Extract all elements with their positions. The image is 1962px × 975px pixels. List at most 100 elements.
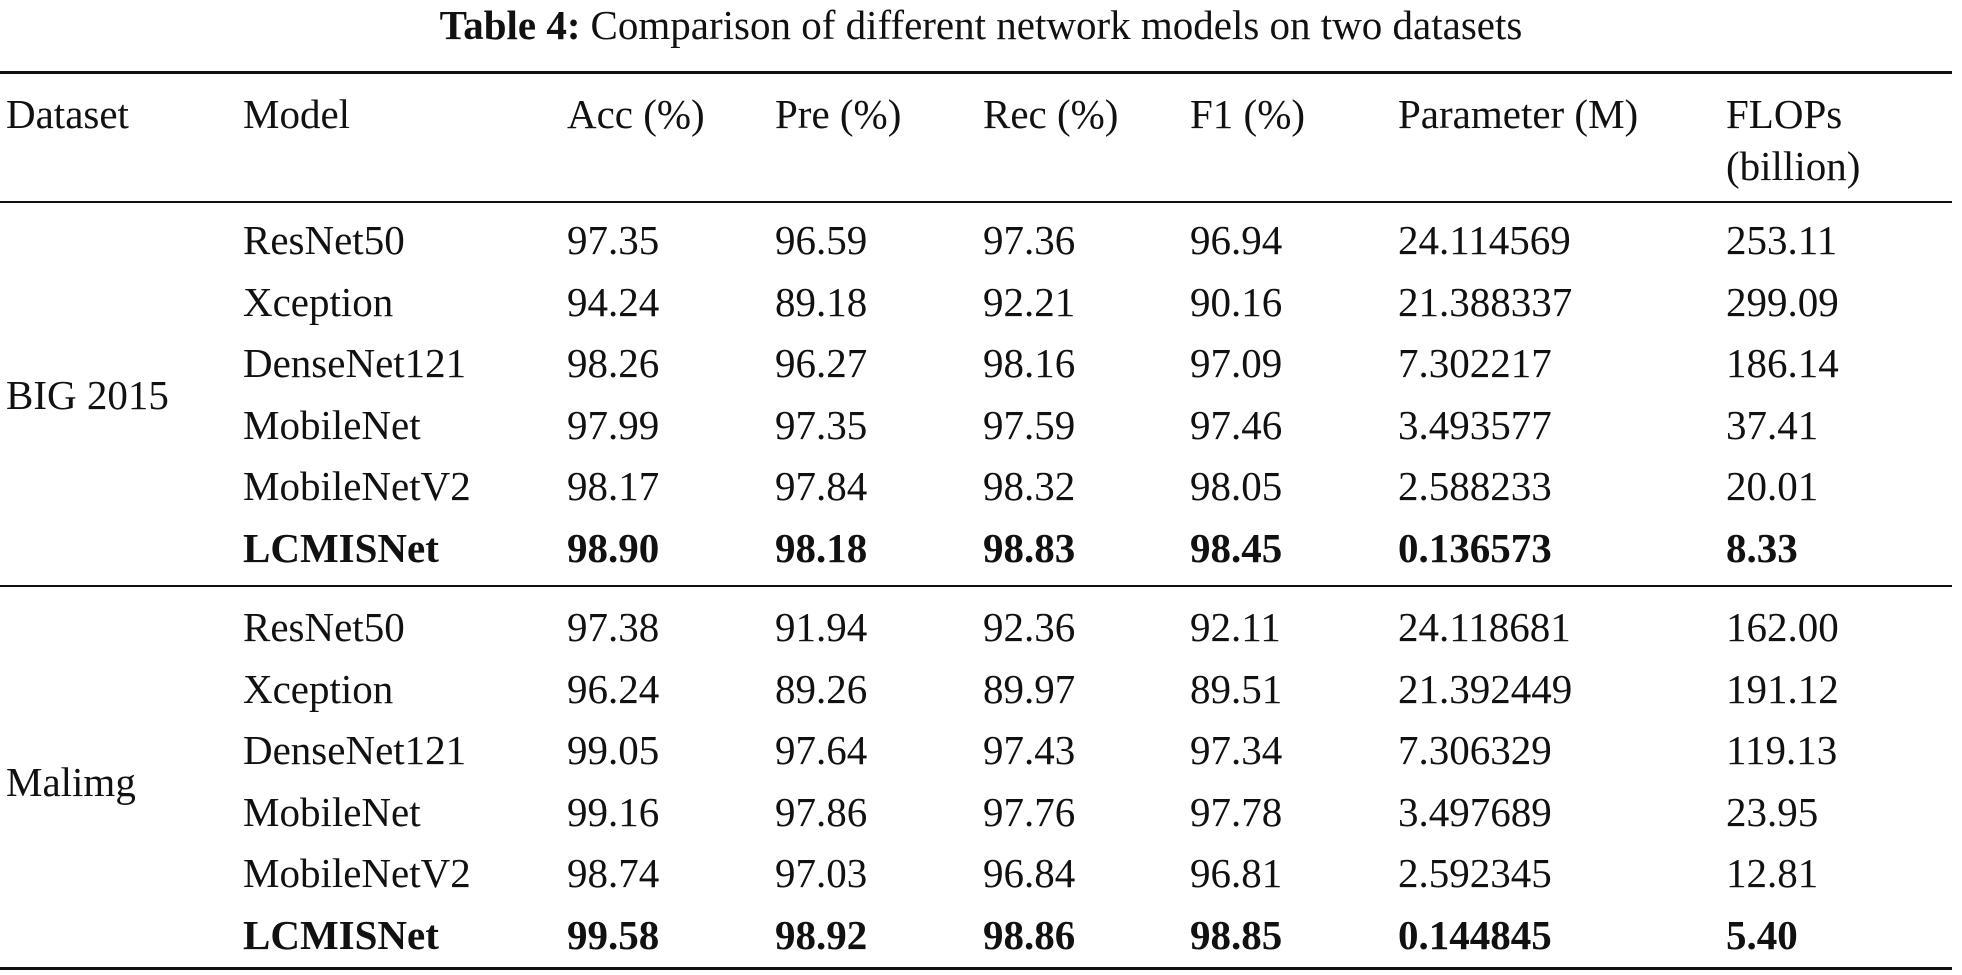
col-header-parameter: Parameter (M)	[1398, 91, 1639, 137]
col-header-model: Model	[243, 91, 351, 137]
cell-param: 2.592345	[1398, 850, 1552, 896]
table-row: MobileNetV2 98.17 97.84 98.32 98.05 2.588233 2…	[0, 456, 1962, 517]
cell-acc: 97.99	[567, 401, 660, 448]
cell-rec: 98.83	[983, 524, 1076, 571]
col-header-flops-unit: (billion)	[1726, 143, 1861, 189]
cell-flops: 37.41	[1726, 401, 1819, 448]
cell-pre: 96.59	[775, 217, 868, 263]
table-row: MobileNetV2 98.74 97.03 96.84 96.81 2.592345 1…	[0, 843, 1962, 904]
cell-acc: 98.74	[567, 850, 660, 896]
top-rule	[0, 71, 1952, 74]
cell-model: MobileNetV2	[243, 850, 471, 896]
cell-rec: 96.84	[983, 850, 1076, 896]
cell-model: MobileNet	[243, 401, 421, 448]
table-row: LCMISNet 98.90 98.18 98.83 98.45 0.136573 8.33	[0, 518, 1962, 579]
cell-acc: 97.35	[567, 217, 660, 263]
cell-model: LCMISNet	[243, 911, 439, 958]
cell-acc: 96.24	[567, 665, 660, 712]
table-row: DenseNet121 98.26 96.27 98.16 97.09 7.302217 1…	[0, 333, 1962, 394]
col-header-rec: Rec (%)	[983, 91, 1119, 137]
cell-rec: 97.76	[983, 788, 1076, 835]
cell-acc: 98.90	[567, 524, 660, 571]
cell-param: 24.118681	[1398, 604, 1571, 650]
cell-flops: 12.81	[1726, 850, 1819, 896]
cell-acc: 99.16	[567, 788, 660, 835]
cell-f1: 98.85	[1190, 911, 1283, 958]
col-header-acc: Acc (%)	[567, 91, 705, 137]
table-caption: Table 4: Comparison of different network …	[0, 2, 1962, 48]
cell-model: ResNet50	[243, 217, 405, 263]
cell-pre: 97.86	[775, 788, 868, 835]
cell-model: DenseNet121	[243, 727, 467, 773]
cell-pre: 98.92	[775, 911, 868, 958]
cell-acc: 98.17	[567, 463, 660, 509]
table-row: ResNet50 97.35 96.59 97.36 96.94 24.114569 253…	[0, 210, 1962, 271]
table-caption-text: Comparison of different network models o…	[590, 2, 1523, 48]
cell-param: 3.497689	[1398, 788, 1552, 835]
cell-flops: 5.40	[1726, 911, 1798, 958]
col-header-dataset: Dataset	[6, 91, 129, 137]
cell-rec: 98.86	[983, 911, 1076, 958]
cell-f1: 97.34	[1190, 727, 1283, 773]
cell-flops: 253.11	[1726, 217, 1838, 263]
cell-acc: 99.58	[567, 911, 660, 958]
table-caption-label: Table 4:	[439, 2, 581, 48]
cell-param: 2.588233	[1398, 463, 1552, 509]
cell-f1: 90.16	[1190, 278, 1283, 325]
cell-pre: 97.35	[775, 401, 868, 448]
cell-pre: 98.18	[775, 524, 868, 571]
table-row: DenseNet121 99.05 97.64 97.43 97.34 7.306329 1…	[0, 720, 1962, 781]
cell-model: DenseNet121	[243, 340, 467, 386]
bottom-rule	[0, 967, 1952, 970]
cell-f1: 97.46	[1190, 401, 1283, 448]
cell-param: 24.114569	[1398, 217, 1571, 263]
group-separator-rule	[0, 585, 1952, 587]
cell-rec: 97.36	[983, 217, 1076, 263]
cell-param: 7.302217	[1398, 340, 1552, 386]
cell-model: LCMISNet	[243, 524, 439, 571]
cell-acc: 97.38	[567, 604, 660, 650]
table-row: MobileNet 99.16 97.86 97.76 97.78 3.497689 23.…	[0, 782, 1962, 843]
table-row: Xception 94.24 89.18 92.21 90.16 21.388337 299…	[0, 272, 1962, 333]
cell-flops: 119.13	[1726, 727, 1838, 773]
cell-f1: 98.05	[1190, 463, 1283, 509]
cell-flops: 8.33	[1726, 524, 1798, 571]
table-row: MobileNet 97.99 97.35 97.59 97.46 3.493577 37.…	[0, 395, 1962, 456]
col-header-flops: FLOPs	[1726, 91, 1843, 137]
cell-flops: 20.01	[1726, 463, 1819, 509]
cell-acc: 94.24	[567, 278, 660, 325]
header-rule	[0, 201, 1952, 203]
cell-param: 0.136573	[1398, 524, 1552, 571]
table-header: Dataset Model Acc (%) Pre (%) Rec (%) F1…	[0, 85, 1962, 195]
cell-flops: 299.09	[1726, 278, 1839, 325]
cell-rec: 92.21	[983, 278, 1076, 325]
cell-rec: 98.16	[983, 340, 1076, 386]
cell-param: 3.493577	[1398, 401, 1552, 448]
cell-flops: 191.12	[1726, 665, 1839, 712]
cell-f1: 97.78	[1190, 788, 1283, 835]
cell-f1: 98.45	[1190, 524, 1283, 571]
cell-model: Xception	[243, 278, 394, 325]
cell-rec: 97.59	[983, 401, 1076, 448]
cell-f1: 96.81	[1190, 850, 1283, 896]
cell-f1: 92.11	[1190, 604, 1281, 650]
col-header-pre: Pre (%)	[775, 91, 902, 137]
cell-rec: 92.36	[983, 604, 1076, 650]
cell-model: ResNet50	[243, 604, 405, 650]
cell-rec: 97.43	[983, 727, 1076, 773]
cell-param: 21.392449	[1398, 665, 1573, 712]
cell-pre: 97.84	[775, 463, 868, 509]
cell-pre: 97.03	[775, 850, 868, 896]
cell-model: MobileNet	[243, 788, 421, 835]
cell-flops: 162.00	[1726, 604, 1839, 650]
cell-f1: 89.51	[1190, 665, 1283, 712]
cell-param: 0.144845	[1398, 911, 1552, 958]
table-row: Xception 96.24 89.26 89.97 89.51 21.392449 191…	[0, 659, 1962, 720]
table-row: ResNet50 97.38 91.94 92.36 92.11 24.118681 162…	[0, 597, 1962, 658]
cell-param: 21.388337	[1398, 278, 1573, 325]
cell-f1: 97.09	[1190, 340, 1283, 386]
cell-pre: 91.94	[775, 604, 868, 650]
cell-flops: 23.95	[1726, 788, 1819, 835]
cell-flops: 186.14	[1726, 340, 1839, 386]
